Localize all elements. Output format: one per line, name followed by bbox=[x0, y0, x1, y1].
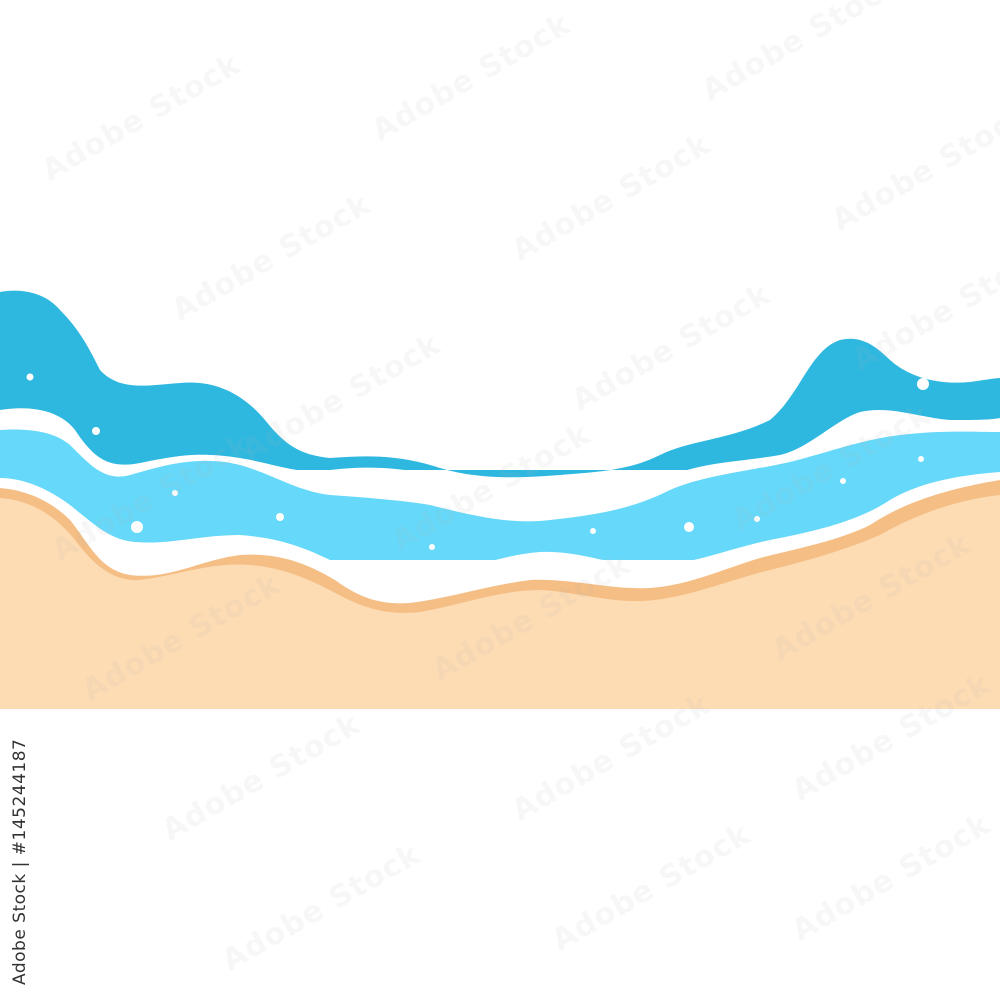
shallow-water-wave bbox=[0, 429, 1000, 560]
deep-water-wave bbox=[0, 290, 1000, 478]
water-bubbles bbox=[26, 373, 929, 574]
dry-sand bbox=[0, 495, 1000, 709]
stock-id-label: Adobe Stock | #145244187 bbox=[10, 738, 30, 985]
